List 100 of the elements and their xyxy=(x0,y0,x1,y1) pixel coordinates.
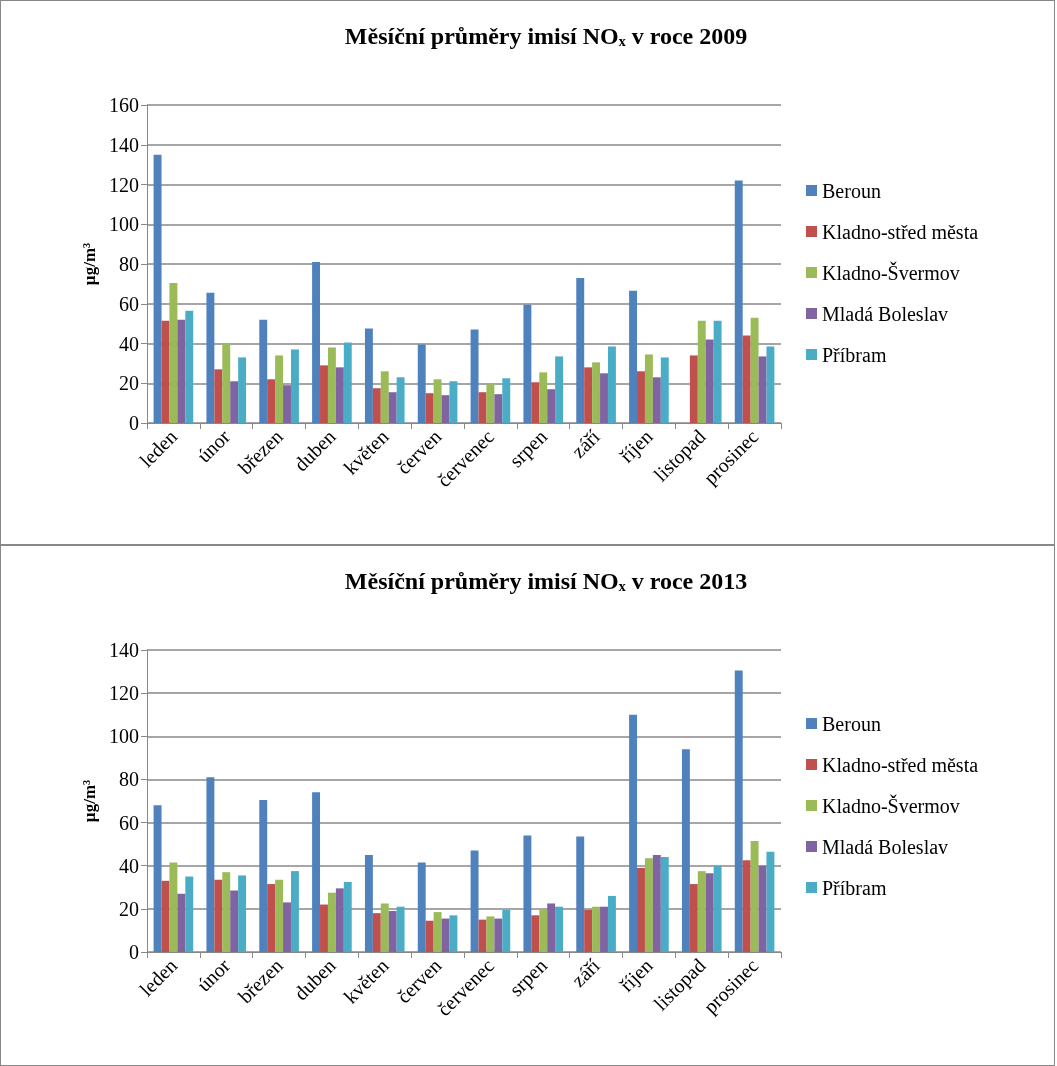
bar xyxy=(576,277,585,423)
bar xyxy=(547,389,556,423)
bar xyxy=(689,355,698,423)
bar xyxy=(283,385,291,423)
bar xyxy=(555,356,564,423)
bar xyxy=(290,349,299,423)
y-tick-label: 140 xyxy=(109,133,139,156)
bar xyxy=(153,805,162,952)
bar xyxy=(290,871,299,952)
bar xyxy=(502,378,511,423)
bar xyxy=(380,371,389,423)
bar xyxy=(705,339,714,423)
bar xyxy=(380,903,389,952)
y-tick-label: 60 xyxy=(119,811,139,834)
bar xyxy=(494,394,503,423)
bar xyxy=(660,857,669,952)
bar xyxy=(185,310,194,423)
bar xyxy=(169,282,178,423)
bar xyxy=(660,357,669,423)
bar xyxy=(531,382,540,423)
legend-label: Beroun xyxy=(822,712,881,735)
bar xyxy=(644,858,653,952)
bar xyxy=(343,881,352,952)
bar xyxy=(388,392,397,423)
x-tick-label: říjen xyxy=(615,425,658,468)
y-tick-label: 80 xyxy=(119,253,139,275)
bar xyxy=(750,840,759,952)
bar xyxy=(222,872,231,952)
bar xyxy=(555,906,564,952)
bar xyxy=(177,893,186,952)
bar xyxy=(494,918,503,952)
bar xyxy=(267,379,276,423)
bar xyxy=(364,328,373,423)
bar xyxy=(766,851,775,952)
bar xyxy=(539,372,548,423)
bar xyxy=(206,777,215,952)
bar xyxy=(592,906,601,952)
bar xyxy=(335,888,344,952)
bar xyxy=(637,867,645,952)
bar xyxy=(343,342,352,423)
bar xyxy=(153,154,162,423)
bar xyxy=(327,347,336,423)
y-tick-label: 20 xyxy=(119,897,139,920)
legend-label: Příbram xyxy=(822,876,887,899)
bar xyxy=(230,381,239,423)
x-tick-label: říjen xyxy=(615,954,658,997)
y-tick-label: 140 xyxy=(109,639,139,661)
legend-label: Beroun xyxy=(822,179,881,202)
x-tick-label: září xyxy=(567,953,605,991)
bar xyxy=(652,377,661,423)
bar xyxy=(222,343,231,423)
bar xyxy=(592,362,601,423)
legend-label: Kladno-Švermov xyxy=(822,260,960,284)
legend-label: Příbram xyxy=(822,343,887,366)
y-tick-label: 40 xyxy=(119,332,139,355)
x-tick-label: únor xyxy=(192,424,235,467)
bar xyxy=(238,357,247,423)
bar xyxy=(584,909,593,952)
bar xyxy=(486,916,495,952)
bar xyxy=(576,836,585,952)
bar xyxy=(275,879,284,952)
y-tick-label: 20 xyxy=(119,372,139,395)
bar xyxy=(470,329,479,423)
bar xyxy=(169,862,178,952)
bar xyxy=(523,304,532,423)
y-tick-label: 40 xyxy=(119,854,139,877)
bar xyxy=(713,320,722,423)
chart-title: Měsíční průměry imisí NOₓ v roce 2013 xyxy=(344,568,748,594)
bar xyxy=(629,290,638,423)
bar xyxy=(449,915,458,952)
bar xyxy=(372,913,381,952)
bar xyxy=(607,346,616,423)
bar xyxy=(705,873,714,952)
bar xyxy=(502,909,511,952)
bar xyxy=(470,850,479,952)
chart-title: Měsíční průměry imisí NOₓ v roce 2009 xyxy=(344,23,748,49)
bar xyxy=(259,319,268,423)
bar xyxy=(637,371,645,423)
bar xyxy=(607,895,616,952)
bar xyxy=(230,890,239,952)
bar xyxy=(425,393,434,423)
bar xyxy=(433,912,442,952)
legend-label: Kladno-Švermov xyxy=(822,793,960,817)
x-tick-label: září xyxy=(567,424,605,462)
bar xyxy=(600,906,608,952)
bar xyxy=(417,344,426,423)
bar xyxy=(206,292,215,423)
y-tick-label: 100 xyxy=(109,213,139,236)
y-tick-label: 0 xyxy=(129,412,139,434)
y-tick-label: 160 xyxy=(109,94,139,116)
bar xyxy=(547,903,556,952)
bar xyxy=(214,369,223,423)
bar xyxy=(283,902,291,952)
bar xyxy=(697,871,706,952)
bar xyxy=(214,879,223,952)
bar xyxy=(238,875,247,952)
bar xyxy=(372,388,381,423)
y-axis-title: µg/m³ xyxy=(80,242,100,286)
bar xyxy=(312,792,321,952)
bar xyxy=(629,714,638,952)
